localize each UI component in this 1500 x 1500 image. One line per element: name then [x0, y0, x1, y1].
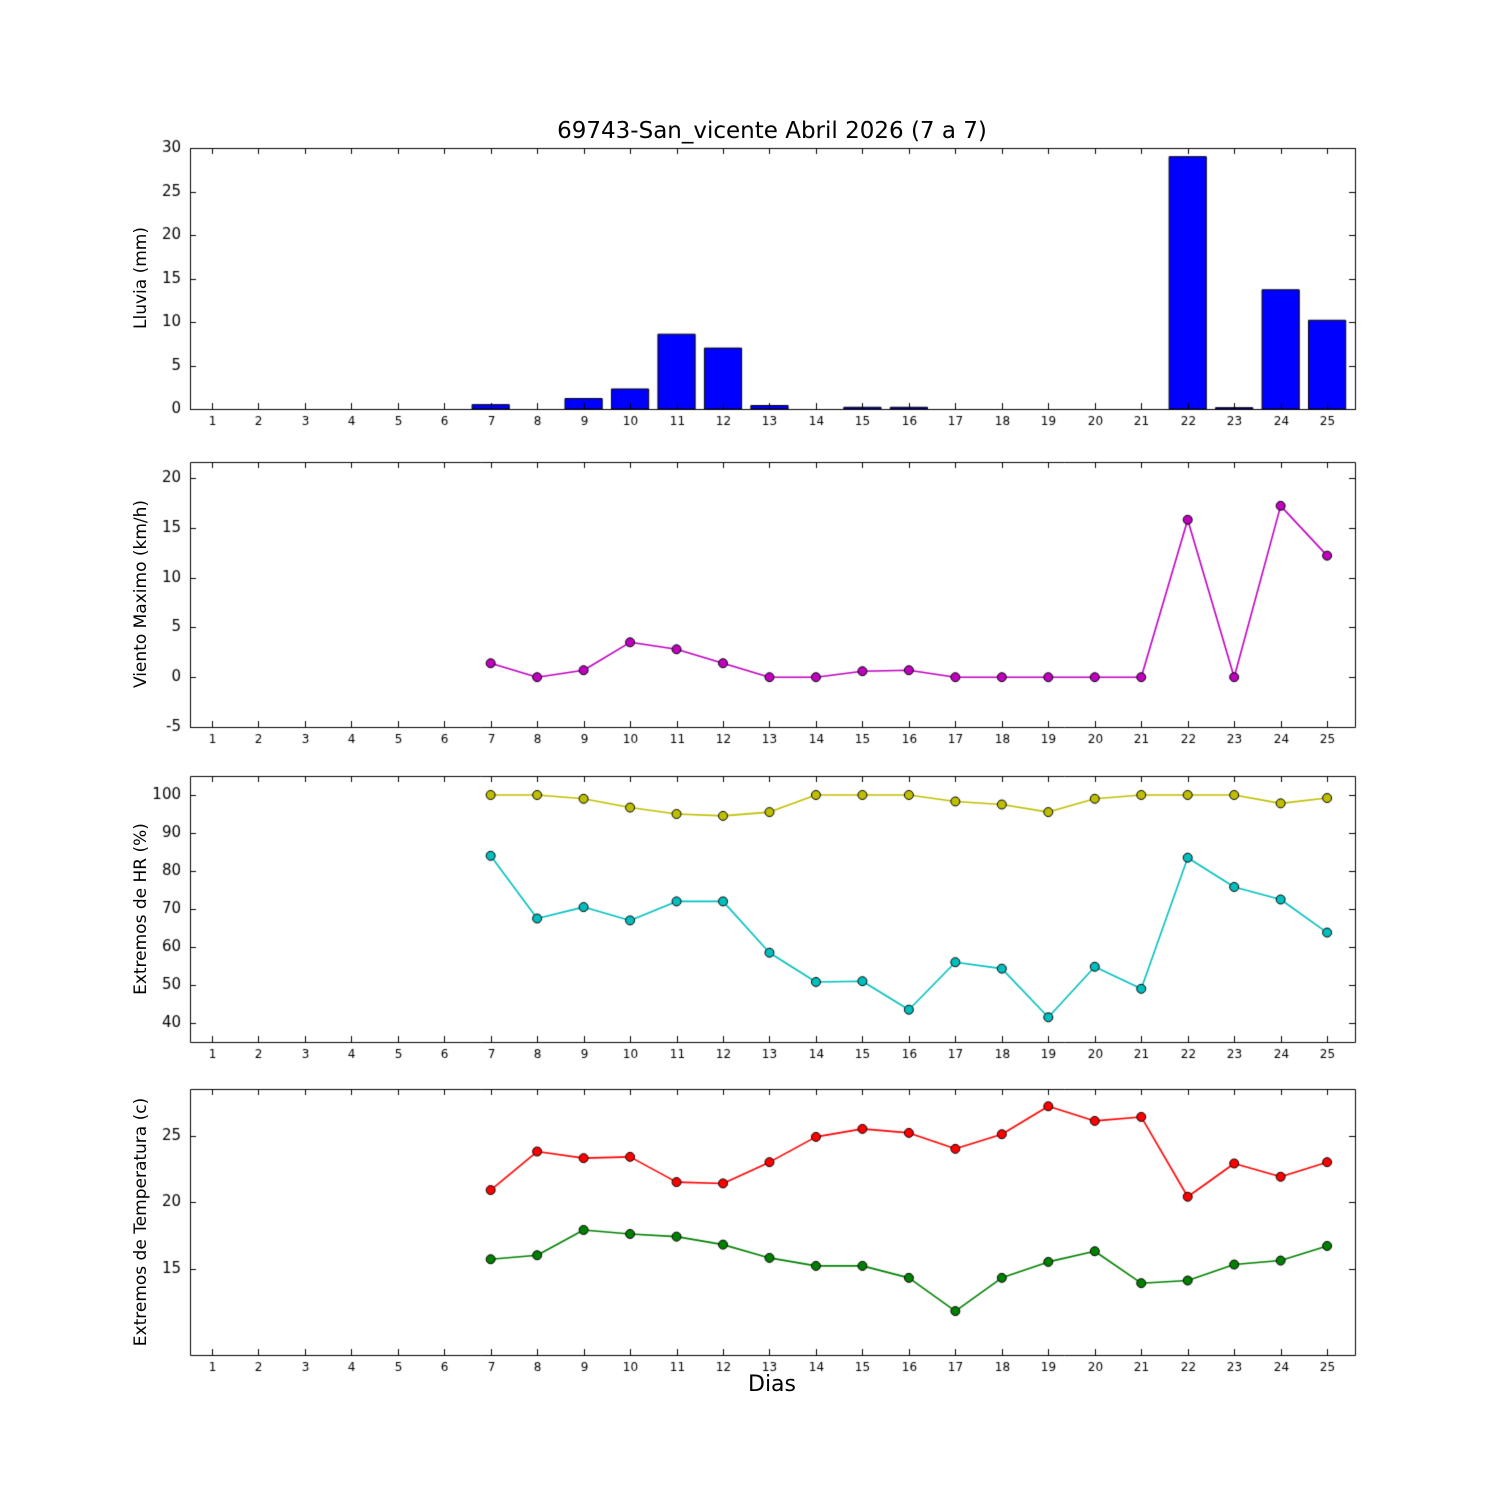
chart-title: 69743-San_vicente Abril 2026 (7 a 7)	[557, 118, 987, 144]
xlabel-dias: Dias	[748, 1372, 796, 1397]
ylabel-viento: Viento Maximo (km/h)	[131, 499, 151, 689]
ylabel-temperatura: Extremos de Temperatura (c)	[131, 1097, 151, 1347]
ylabel-lluvia: Lluvia (mm)	[131, 227, 151, 329]
ylabel-hr: Extremos de HR (%)	[131, 823, 151, 995]
